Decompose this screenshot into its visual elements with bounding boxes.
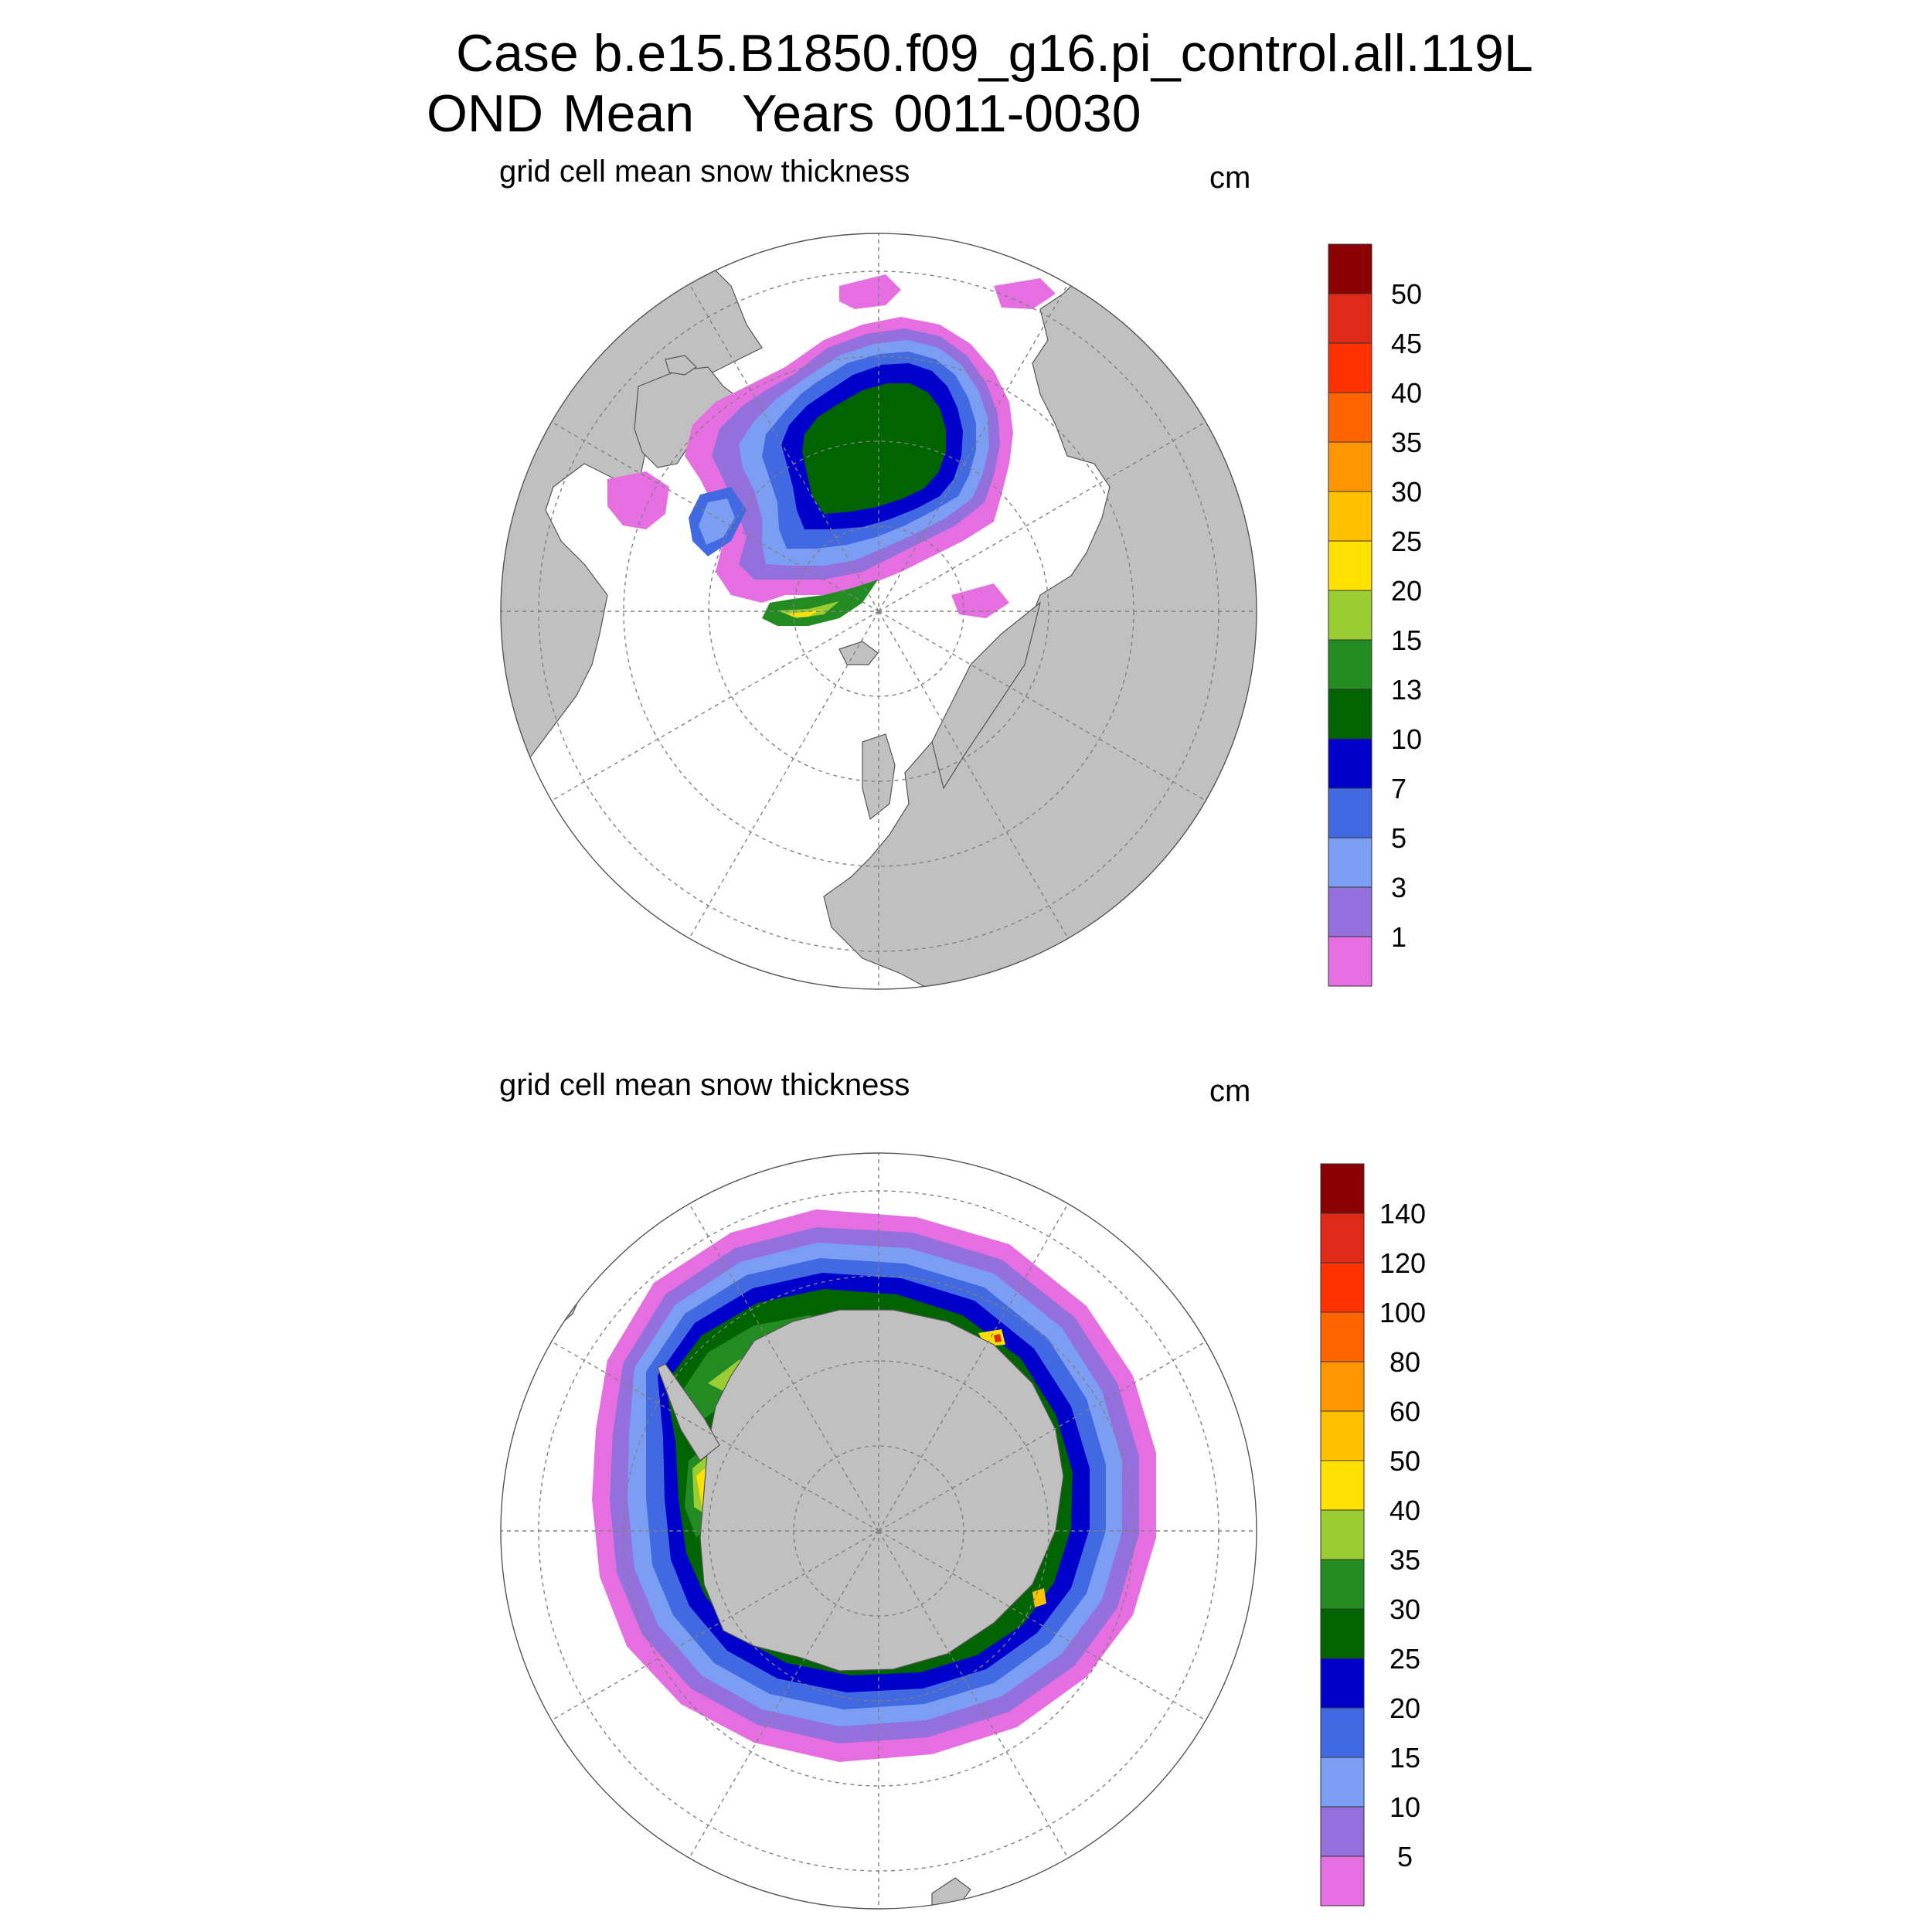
panel-2-title: grid cell mean snow thickness (499, 1068, 910, 1102)
cb1-label: 13 (1391, 674, 1423, 706)
colorbar-swatch (1328, 392, 1372, 443)
arctic-colorbar (1328, 243, 1374, 991)
colorbar-swatch (1328, 491, 1372, 542)
cb1-label: 10 (1391, 723, 1423, 755)
arctic-colorbar-swatches (1328, 243, 1372, 987)
cb1-label: 50 (1391, 278, 1423, 310)
cb1-label: 3 (1391, 872, 1407, 903)
cb1-label: 15 (1391, 624, 1423, 656)
colorbar-swatch (1320, 1410, 1365, 1461)
colorbar-swatch (1320, 1658, 1365, 1709)
antarctic-colorbar (1320, 1163, 1366, 1910)
colorbar-swatch (1320, 1361, 1365, 1412)
graticule (501, 233, 1257, 989)
colorbar-swatch (1328, 639, 1372, 690)
cb1-label: 35 (1391, 427, 1423, 458)
colorbar-swatch (1328, 590, 1372, 641)
cb2-label: 25 (1389, 1643, 1421, 1675)
years-label: Years 0011-0030 (742, 84, 1141, 143)
panel-2-units: cm (1209, 1074, 1251, 1108)
colorbar-swatch (1328, 293, 1372, 344)
cb2-label: 5 (1397, 1841, 1413, 1872)
cb2-label: 40 (1389, 1495, 1421, 1526)
colorbar-swatch (1328, 342, 1372, 393)
cb1-label: 45 (1391, 328, 1423, 359)
season-label: OND Mean (427, 84, 695, 143)
cb1-label: 7 (1391, 773, 1407, 804)
cb1-label: 20 (1391, 575, 1423, 607)
cb1-label: 25 (1391, 526, 1423, 557)
cb2-label: 50 (1389, 1445, 1421, 1477)
colorbar-swatch (1320, 1163, 1365, 1214)
colorbar-swatch (1320, 1213, 1365, 1264)
cb2-label: 120 (1379, 1247, 1427, 1279)
colorbar-swatch (1328, 738, 1372, 789)
colorbar-swatch (1320, 1262, 1365, 1313)
colorbar-swatch (1320, 1311, 1365, 1362)
case-title: Case b.e15.B1850.f09_g16.pi_control.all.… (456, 24, 1533, 83)
colorbar-swatch (1320, 1855, 1365, 1906)
cb2-label: 140 (1379, 1198, 1427, 1230)
colorbar-swatch (1320, 1707, 1365, 1758)
colorbar-swatch (1320, 1559, 1365, 1610)
arctic-snow-field (607, 274, 1056, 626)
season-years-title: OND Mean Years 0011-0030 (427, 83, 1141, 144)
graticule (501, 1153, 1257, 1909)
colorbar-swatch (1320, 1806, 1365, 1857)
cb2-label: 60 (1389, 1396, 1421, 1427)
cb2-label: 15 (1389, 1742, 1421, 1774)
scandinavia-land (931, 601, 1042, 790)
arctic-map (500, 233, 1257, 990)
colorbar-swatch (1328, 441, 1372, 492)
cb1-label: 30 (1391, 476, 1423, 508)
cb2-label: 80 (1389, 1346, 1421, 1378)
cb2-label: 35 (1389, 1544, 1421, 1576)
colorbar-swatch (1328, 936, 1372, 987)
colorbar-swatch (1328, 540, 1372, 591)
colorbar-swatch (1320, 1509, 1365, 1560)
colorbar-swatch (1320, 1608, 1365, 1659)
panel-1-title: grid cell mean snow thickness (499, 155, 910, 189)
colorbar-swatch (1328, 689, 1372, 740)
cb1-label: 1 (1391, 921, 1407, 953)
colorbar-swatch (1328, 886, 1372, 937)
cb1-label: 40 (1391, 377, 1423, 409)
colorbar-swatch (1320, 1757, 1365, 1808)
colorbar-swatch (1320, 1460, 1365, 1511)
antarctic-map (500, 1152, 1257, 1910)
antarctic-peninsula-land (657, 1363, 720, 1461)
colorbar-swatch (1328, 243, 1372, 294)
colorbar-swatch (1328, 837, 1372, 888)
cb2-label: 20 (1389, 1692, 1421, 1724)
panel-1-units: cm (1209, 161, 1251, 195)
colorbar-swatch (1328, 787, 1372, 838)
cb2-label: 100 (1379, 1297, 1427, 1328)
cb1-label: 5 (1391, 822, 1407, 854)
cb2-label: 10 (1389, 1791, 1421, 1823)
iceland-land (838, 641, 879, 665)
cb2-label: 30 (1389, 1594, 1421, 1625)
antarctic-colorbar-swatches (1320, 1163, 1365, 1906)
antarctica-land (699, 1309, 1064, 1672)
